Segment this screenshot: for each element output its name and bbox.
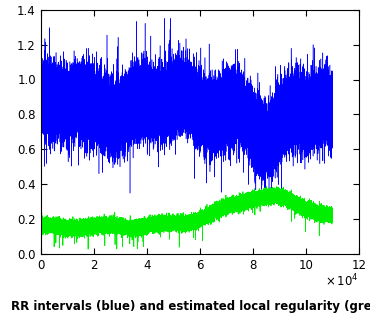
Text: $\times\,10^4$: $\times\,10^4$	[325, 273, 359, 289]
Text: RR intervals (blue) and estimated local regularity (green).: RR intervals (blue) and estimated local …	[11, 300, 370, 313]
